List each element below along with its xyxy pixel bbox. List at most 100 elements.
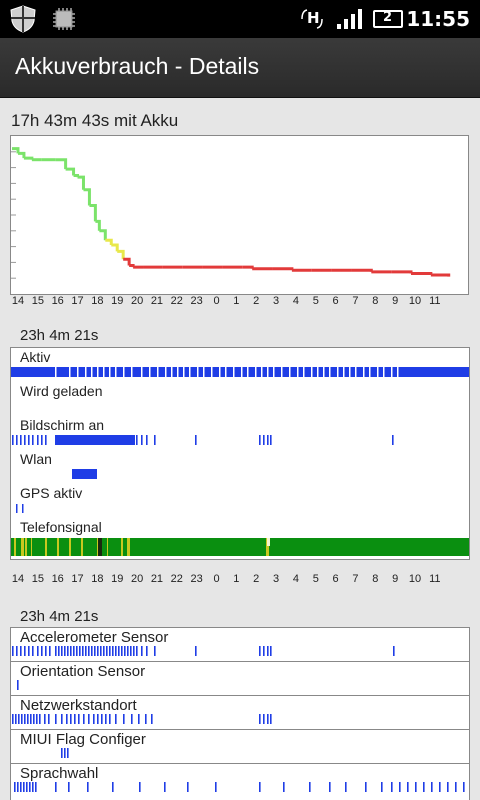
battery-level-chart <box>11 147 451 279</box>
sensor-usage-mark <box>431 782 433 792</box>
hour-tick-label: 18 <box>91 295 104 307</box>
activity-gap <box>297 367 299 377</box>
battery-label: 2 <box>383 10 393 25</box>
screen-on-mark <box>259 435 261 445</box>
hour-tick-label: 15 <box>31 573 44 585</box>
hour-tick-label: 7 <box>352 573 359 585</box>
sensor-usage-track <box>12 714 272 724</box>
hour-tick-label: 19 <box>111 573 124 585</box>
sensor-usage-mark <box>283 782 285 792</box>
activity-gap <box>203 367 205 377</box>
sensor-usage-mark <box>18 714 20 724</box>
sensor-usage-mark <box>36 714 38 724</box>
sensor-usage-mark <box>85 646 87 656</box>
signal-weak-mark <box>266 538 269 556</box>
sensor-usage-mark <box>41 646 43 656</box>
activity-gap <box>397 367 399 377</box>
sensor-usage-mark <box>17 782 19 792</box>
sensor-usage-mark <box>121 646 123 656</box>
hour-tick-label: 1 <box>233 295 240 307</box>
sensor-usage-mark <box>30 714 32 724</box>
sensor-usage-mark <box>61 748 63 758</box>
battery-duration-text: 17h 43m 43s mit Akku <box>11 111 179 130</box>
sensor-usage-mark <box>24 646 26 656</box>
activity-gap <box>303 367 305 377</box>
activity-gap <box>233 367 235 377</box>
screen-on-mark <box>32 435 34 445</box>
activity-gap <box>165 367 167 377</box>
sensor-usage-mark <box>112 782 114 792</box>
list-item[interactable]: MIUI Flag Configer <box>10 729 470 763</box>
sensor-usage-mark <box>67 748 69 758</box>
list-item[interactable]: Sprachwahl <box>10 763 470 800</box>
signal-weak-mark <box>81 538 83 556</box>
sensor-usage-mark <box>66 714 68 724</box>
sensor-usage-mark <box>106 646 108 656</box>
sensor-usage-mark <box>263 714 265 724</box>
battery-graph <box>10 135 469 295</box>
hour-tick-label: 9 <box>392 295 399 307</box>
sensor-usage-mark <box>29 782 31 792</box>
sensor-usage-mark <box>115 714 117 724</box>
signal-none-mark <box>98 538 102 556</box>
list-item[interactable]: Accelerometer Sensor <box>10 627 470 661</box>
chip-icon <box>53 8 75 30</box>
list-item[interactable]: Netzwerkstandort <box>10 695 470 729</box>
activity-gap <box>189 367 191 377</box>
hour-tick-label: 21 <box>150 295 164 307</box>
list-item[interactable]: Orientation Sensor <box>10 661 470 695</box>
activity-gap <box>369 367 371 377</box>
sensor-usage-mark <box>74 714 76 724</box>
sensor-usage-mark <box>145 714 147 724</box>
sensor-usage-mark <box>136 646 138 656</box>
hour-tick-label: 11 <box>429 295 441 307</box>
activity-gap <box>149 367 151 377</box>
sensor-usage-mark <box>17 680 19 690</box>
hour-tick-label: 2 <box>253 295 260 307</box>
screen-on-mark <box>195 435 197 445</box>
sensor-usage-mark <box>423 782 425 792</box>
sensor-usage-mark <box>32 646 34 656</box>
sensor-usage-mark <box>259 714 261 724</box>
screen-on-mark <box>12 435 14 445</box>
sensor-usage-mark <box>393 646 395 656</box>
sensor-usage-mark <box>109 714 111 724</box>
hour-tick-label: 23 <box>190 573 203 585</box>
sensor-usage-mark <box>455 782 457 792</box>
hour-tick-label: 10 <box>408 295 422 307</box>
battery-line-segment <box>351 268 373 272</box>
track-label: Bildschirm an <box>20 417 105 433</box>
signal-weak-mark <box>69 538 71 556</box>
sensor-usage-mark <box>21 714 23 724</box>
active-track <box>11 367 469 377</box>
sensor-usage-mark <box>35 782 37 792</box>
battery-line-segment <box>23 156 34 160</box>
hour-tick-label: 18 <box>91 573 104 585</box>
sensor-usage-mark <box>345 782 347 792</box>
signal-weak-mark <box>25 538 27 556</box>
hour-tick-label: 14 <box>11 295 25 307</box>
sensor-usage-mark <box>215 782 217 792</box>
signal-weak-mark <box>31 538 32 556</box>
activity-gap <box>363 367 365 377</box>
activity-gap <box>85 367 87 377</box>
activity-gap <box>197 367 199 377</box>
sensor-usage-mark <box>463 782 465 792</box>
sensor-usage-mark <box>187 782 189 792</box>
screen-on-mark <box>55 435 135 445</box>
battery-line-segment <box>17 151 26 159</box>
battery-icon: 2 <box>373 10 403 28</box>
signal-weak-mark <box>45 538 47 556</box>
sensor-usage-mark <box>83 714 85 724</box>
sensor-usage-mark <box>78 714 80 724</box>
hour-axis: 14 15 16 17 18 19 20 21 22 23 0 1 2 3 4 5 6 7 8 9 10 11 <box>10 295 470 311</box>
sensor-usage-mark <box>26 782 28 792</box>
activity-gap <box>103 367 105 377</box>
sensor-usage-mark <box>263 646 265 656</box>
sensor-usage-mark <box>88 714 90 724</box>
hour-tick-label: 10 <box>408 573 422 585</box>
sensor-usage-mark <box>20 782 22 792</box>
hour-tick-label: 1 <box>233 573 240 585</box>
sensor-usage-mark <box>28 646 30 656</box>
hour-tick-label: 22 <box>170 295 183 307</box>
